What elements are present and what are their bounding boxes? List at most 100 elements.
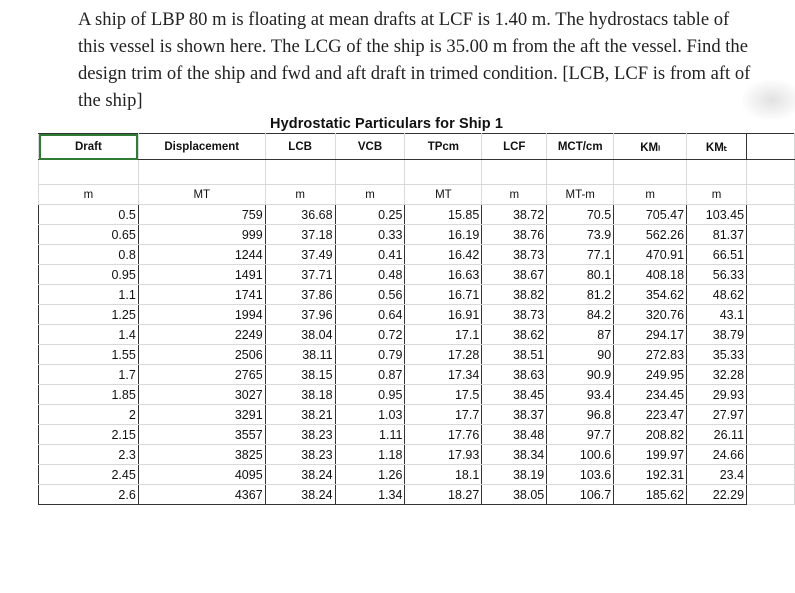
table-cell: 100.6 [546,444,615,465]
table-cell: 97.7 [546,424,615,445]
column-header: TPcm [404,133,483,160]
table-cell: 2249 [137,324,266,345]
table-cell: 38.73 [481,244,548,265]
table-cell: 3557 [137,424,266,445]
table-cell: 90.9 [546,364,615,385]
empty-cell [746,304,795,325]
table-cell: 38.19 [481,464,548,485]
column-header: KMₜ [686,133,748,160]
empty-cell [746,244,795,265]
table-cell: 38.51 [481,344,548,365]
empty-cell [334,159,406,185]
table-cell: 103.45 [686,204,748,225]
empty-cell [264,159,336,185]
table-cell: 705.47 [613,204,688,225]
table-cell: 87 [546,324,615,345]
empty-cell [38,159,139,185]
table-cell: 3027 [137,384,266,405]
column-header: KMₗ [613,133,688,160]
table-cell: 0.95 [334,384,406,405]
table-row: 0.65 999 37.18 0.33 16.19 38.76 73.9 562.26 81.3… [38,224,795,245]
table-cell: 17.7 [404,404,483,425]
table-cell: 36.68 [264,204,336,225]
table-cell: 1491 [137,264,266,285]
empty-cell [746,324,795,345]
table-row: 2.6 4367 38.24 1.34 18.27 38.05 106.7 185.62 22.… [38,484,795,505]
table-cell: 0.65 [38,224,139,245]
table-cell: 2.3 [38,444,139,465]
table-cell: 17.5 [404,384,483,405]
unit-cell: m [38,184,139,205]
table-cell: 32.28 [686,364,748,385]
table-cell: 80.1 [546,264,615,285]
table-cell: 562.26 [613,224,688,245]
empty-cell [746,184,795,205]
table-cell: 38.24 [264,484,336,505]
table-cell: 0.48 [334,264,406,285]
table-cell: 38.04 [264,324,336,345]
empty-cell [746,404,795,425]
table-row: 1.4 2249 38.04 0.72 17.1 38.62 87 294.17 38.79 [38,324,795,345]
table-cell: 38.24 [264,464,336,485]
table-cell: 294.17 [613,324,688,345]
table-cell: 38.18 [264,384,336,405]
empty-cell [137,159,266,185]
table-row: 2.15 3557 38.23 1.11 17.76 38.48 97.7 208.82 26.… [38,424,795,445]
table-cell: 0.72 [334,324,406,345]
table-cell: 2765 [137,364,266,385]
table-cell: 38.72 [481,204,548,225]
table-cell: 0.33 [334,224,406,245]
table-cell: 17.1 [404,324,483,345]
table-row: 1.55 2506 38.11 0.79 17.28 38.51 90 272.83 35.33 [38,344,795,365]
table-cell: 38.76 [481,224,548,245]
empty-cell [746,224,795,245]
table-cell: 73.9 [546,224,615,245]
empty-cell [746,384,795,405]
table-cell: 38.45 [481,384,548,405]
table-cell: 38.73 [481,304,548,325]
table-cell: 192.31 [613,464,688,485]
table-cell: 38.21 [264,404,336,425]
table-cell: 234.45 [613,384,688,405]
table-cell: 3825 [137,444,266,465]
table-cell: 0.5 [38,204,139,225]
table-cell: 2 [38,404,139,425]
table-cell: 208.82 [613,424,688,445]
unit-cell: MT [404,184,483,205]
table-cell: 4095 [137,464,266,485]
table-cell: 0.95 [38,264,139,285]
column-header: MCT/cm [546,133,615,160]
table-cell: 103.6 [546,464,615,485]
empty-cell [746,464,795,485]
table-cell: 4367 [137,484,266,505]
empty-cell [746,364,795,385]
table-cell: 93.4 [546,384,615,405]
empty-cell [746,133,795,160]
table-cell: 48.62 [686,284,748,305]
table-cell: 15.85 [404,204,483,225]
empty-cell [746,264,795,285]
empty-cell [546,159,615,185]
table-cell: 38.11 [264,344,336,365]
table-cell: 38.23 [264,444,336,465]
unit-cell: m [686,184,748,205]
table-cell: 17.93 [404,444,483,465]
table-cell: 759 [137,204,266,225]
table-cell: 2.6 [38,484,139,505]
table-cell: 38.79 [686,324,748,345]
table-row: 1.85 3027 38.18 0.95 17.5 38.45 93.4 234.45 29.9… [38,384,795,405]
empty-cell [746,424,795,445]
table-row: 2.45 4095 38.24 1.26 18.1 38.19 103.6 192.31 23.… [38,464,795,485]
question-line: the ship] [78,90,143,111]
table-cell: 1.7 [38,364,139,385]
table-cell: 56.33 [686,264,748,285]
table-cell: 1.1 [38,284,139,305]
table-cell: 24.66 [686,444,748,465]
table-cell: 17.76 [404,424,483,445]
table-cell: 37.96 [264,304,336,325]
table-cell: 0.64 [334,304,406,325]
table-cell: 1.25 [38,304,139,325]
empty-cell [746,444,795,465]
table-cell: 18.1 [404,464,483,485]
empty-cell [613,159,688,185]
